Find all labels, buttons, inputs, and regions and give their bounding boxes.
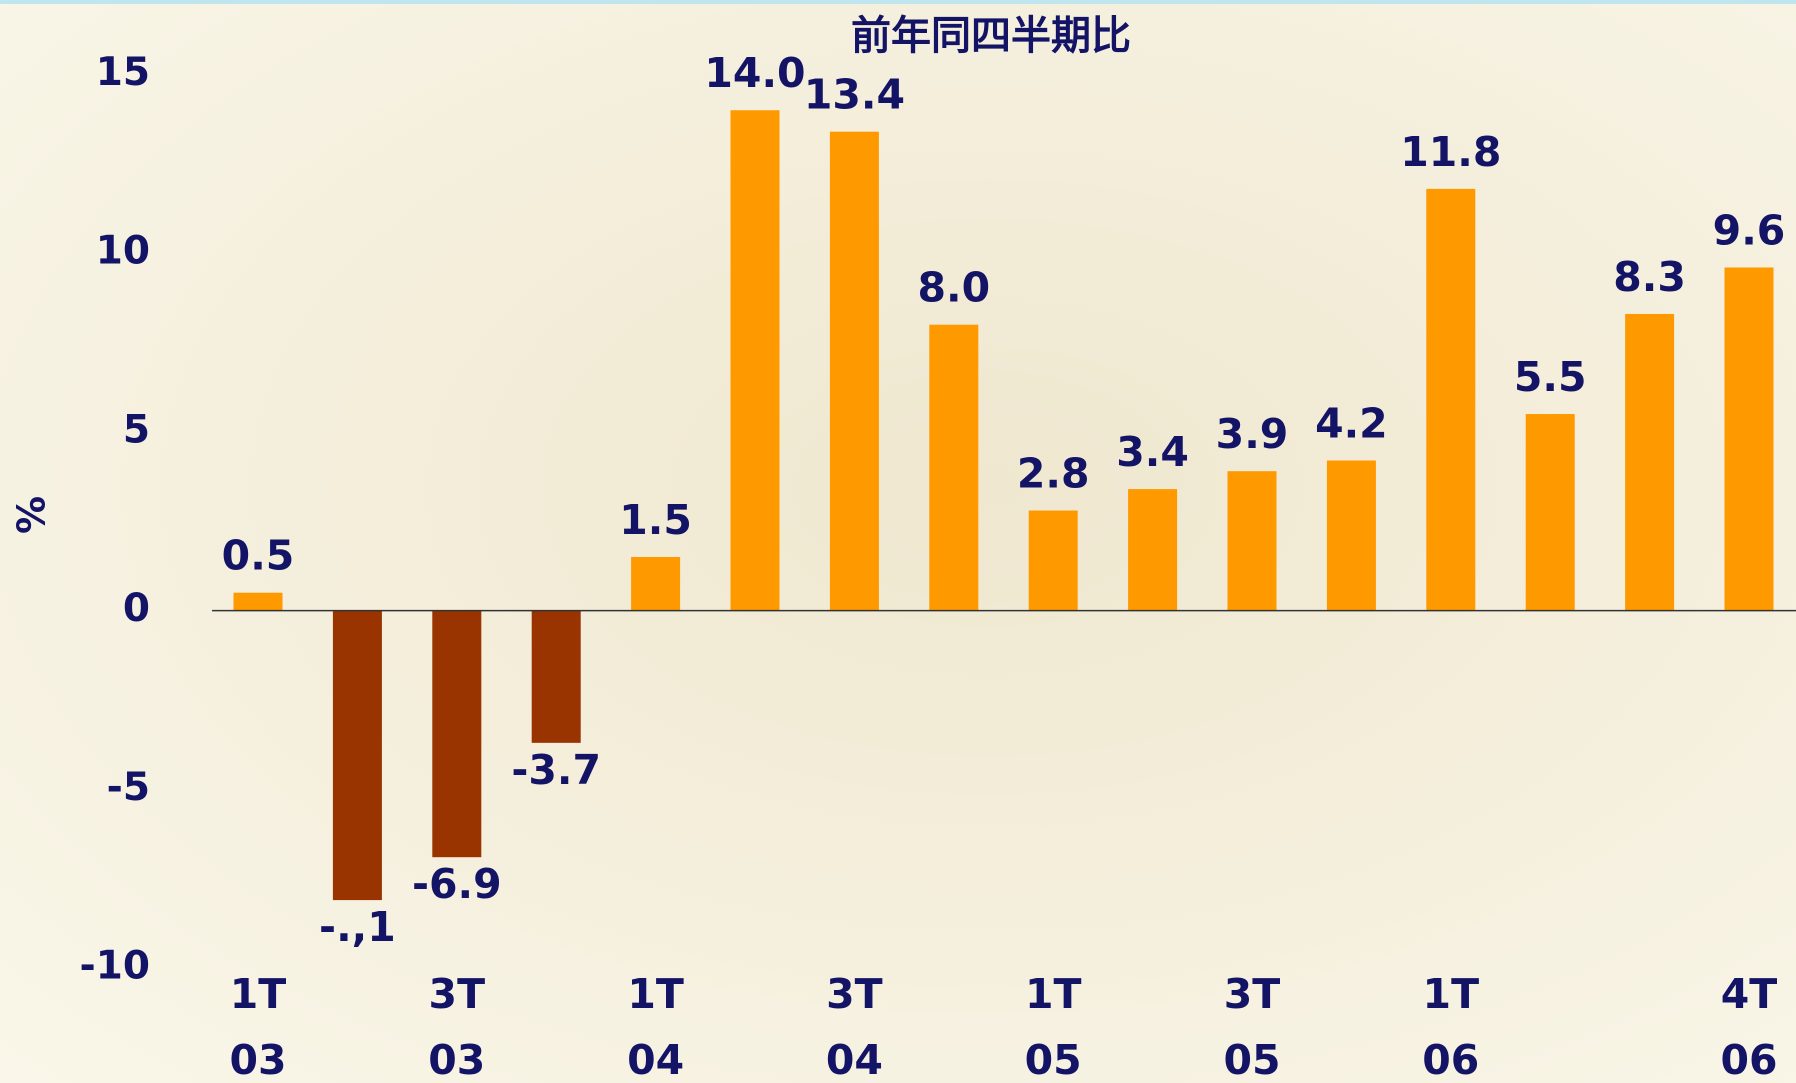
- y-tick-label: -5: [107, 765, 150, 810]
- bar: [730, 110, 780, 611]
- y-tick-label: 10: [96, 229, 150, 274]
- x-tick-label: 06: [1720, 1036, 1777, 1083]
- y-axis-label: %: [10, 496, 54, 534]
- y-tick-label: -10: [80, 944, 150, 989]
- x-tick-label: 03: [229, 1036, 286, 1083]
- value-label: 4.2: [1315, 399, 1388, 447]
- chart-title: 前年同四半期比: [851, 13, 1131, 59]
- x-tick-label: 1T: [1025, 970, 1082, 1018]
- x-tick-label: 1T: [627, 970, 684, 1018]
- top-border: [0, 0, 1796, 4]
- value-label: 0.5: [222, 532, 295, 580]
- value-label: 3.4: [1116, 428, 1189, 476]
- bar: [1525, 414, 1575, 611]
- x-tick-label: 05: [1025, 1036, 1082, 1083]
- bar: [531, 610, 581, 743]
- value-label: 8.0: [917, 264, 990, 312]
- y-tick-label: 0: [123, 586, 150, 631]
- x-tick-label: 4T: [1721, 970, 1778, 1018]
- value-label: 9.6: [1713, 206, 1786, 254]
- value-label: 8.3: [1613, 253, 1686, 301]
- x-tick-label: 3T: [1224, 970, 1281, 1018]
- value-label: -.,1: [319, 903, 396, 951]
- x-tick-label: 06: [1422, 1036, 1479, 1083]
- value-label: 5.5: [1514, 353, 1587, 401]
- x-tick-label: 04: [627, 1036, 684, 1083]
- value-label: 13.4: [804, 71, 905, 119]
- bar: [1326, 460, 1376, 611]
- bar: [1426, 188, 1476, 611]
- value-label: 3.9: [1216, 410, 1289, 458]
- value-label: -6.9: [412, 860, 502, 908]
- bar: [929, 324, 979, 611]
- value-label: 11.8: [1400, 128, 1501, 176]
- x-tick-label: 05: [1223, 1036, 1280, 1083]
- bar: [631, 556, 681, 611]
- x-tick-label: 04: [826, 1036, 883, 1083]
- x-tick-label: 1T: [230, 970, 287, 1018]
- x-tick-label: 3T: [826, 970, 883, 1018]
- y-tick-label: 5: [123, 407, 150, 452]
- x-tick-label: 3T: [429, 970, 486, 1018]
- bar: [1128, 489, 1178, 611]
- x-tick-label: 1T: [1423, 970, 1480, 1018]
- x-tick-label: 03: [428, 1036, 485, 1083]
- bar: [1724, 267, 1774, 611]
- value-label: -3.7: [511, 746, 601, 794]
- bar: [233, 592, 283, 611]
- bar: [432, 610, 482, 858]
- y-tick-label: 15: [96, 50, 150, 95]
- bar: [829, 131, 879, 611]
- bar: [1227, 471, 1277, 611]
- value-label: 2.8: [1017, 450, 1090, 498]
- bar: [1625, 313, 1675, 611]
- value-label: 14.0: [704, 49, 805, 97]
- value-label: 1.5: [619, 496, 692, 544]
- bar: [1028, 510, 1078, 611]
- bar: [332, 610, 382, 901]
